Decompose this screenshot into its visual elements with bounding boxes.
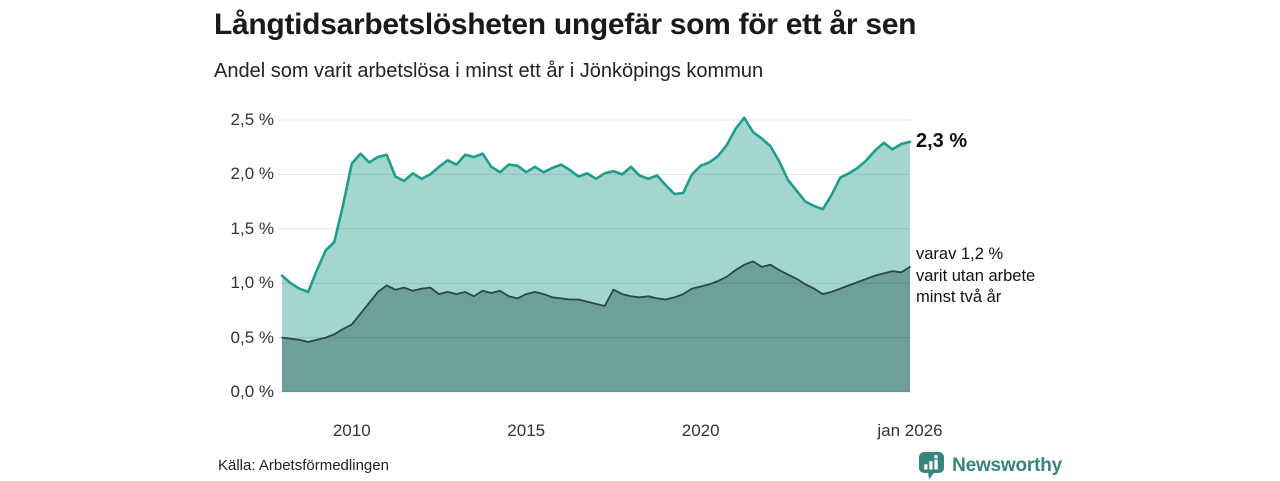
y-tick-label: 1,5 %	[230, 218, 274, 238]
page-subtitle: Andel som varit arbetslösa i minst ett å…	[214, 60, 764, 82]
newsworthy-icon	[919, 452, 945, 480]
y-tick-label: 0,5 %	[230, 327, 274, 347]
y-tick-label: 2,0 %	[230, 164, 274, 184]
series-total-line	[280, 116, 912, 294]
series-two-year-area	[282, 261, 910, 392]
x-tick-label: jan 2026	[877, 421, 943, 440]
bar-chart-glyph	[924, 455, 938, 470]
two-year-label-line: varav 1,2 %	[916, 245, 1004, 263]
brand-wordmark: Newsworthy	[952, 455, 1062, 476]
two-year-label-line: minst två år	[916, 288, 1002, 306]
source-note: Källa: Arbetsförmedlingen	[218, 457, 389, 474]
two-year-end-value-label: varav 1,2 % varit utan arbete minst två …	[916, 244, 1035, 309]
page-title: Långtidsarbetslösheten ungefär som för e…	[214, 8, 917, 41]
two-year-label-line: varit utan arbete	[916, 266, 1036, 285]
y-tick-label: 2,5 %	[230, 110, 274, 129]
x-tick-label: 2010	[332, 421, 371, 440]
x-tick-label: 2015	[507, 421, 546, 440]
y-tick-label: 0,0 %	[230, 382, 274, 401]
series-two-year-line	[281, 260, 911, 343]
y-tick-label: 1,0 %	[230, 273, 274, 293]
total-end-value-label: 2,3 %	[916, 130, 968, 152]
area-chart-svg	[278, 116, 912, 393]
x-tick-label: 2020	[681, 421, 720, 440]
brand-logo: Newsworthy	[918, 451, 1062, 481]
